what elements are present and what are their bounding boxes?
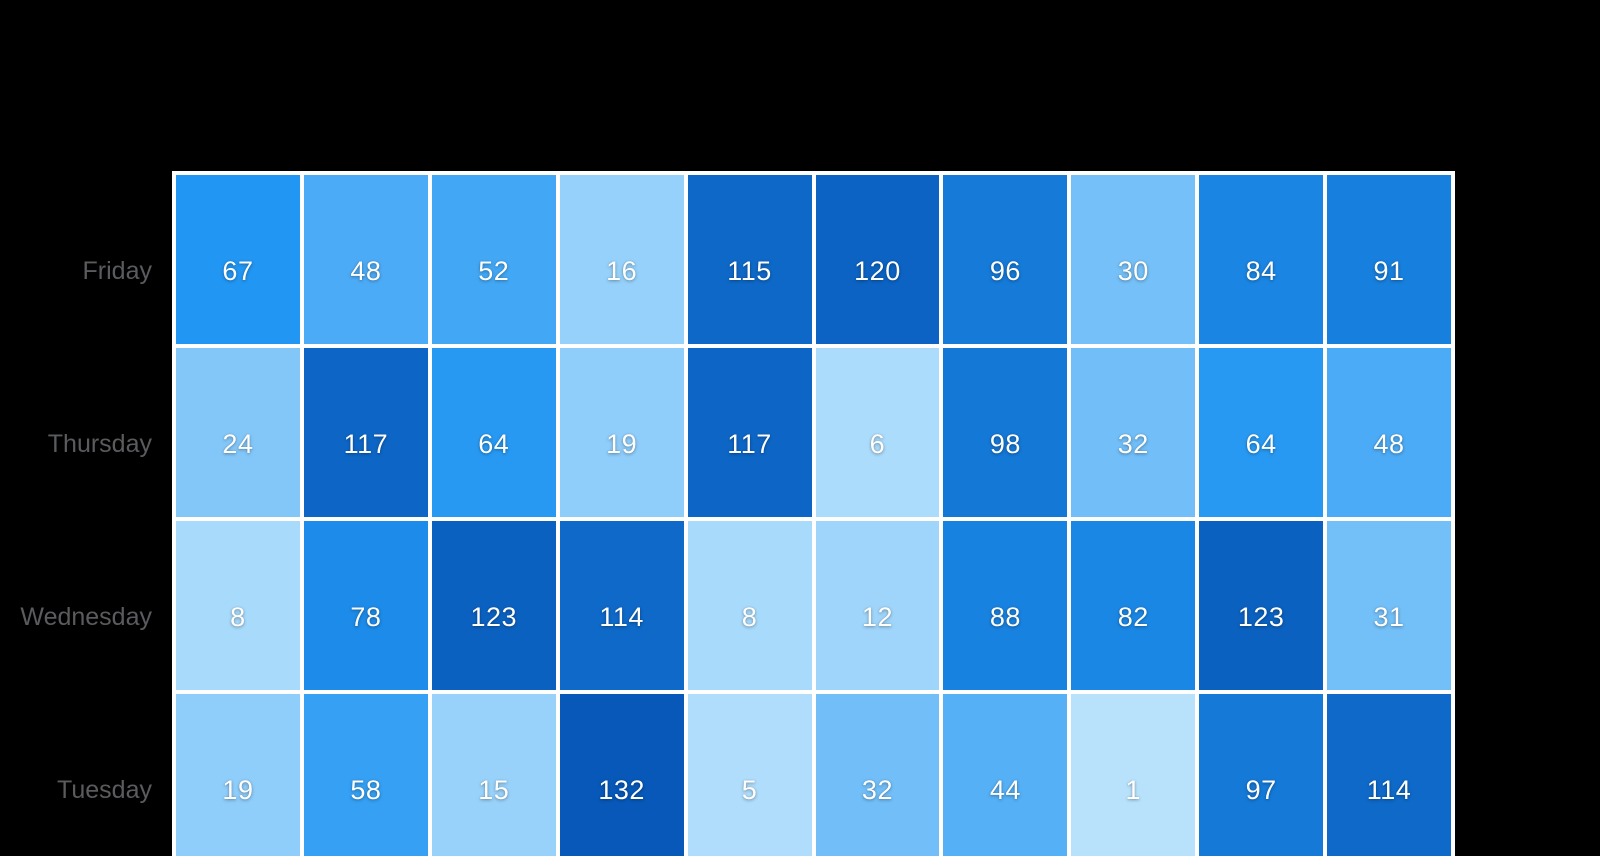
- heatmap-cell-value: 19: [222, 775, 254, 805]
- heatmap-cell-value: 8: [741, 602, 758, 632]
- heatmap-cell: 67: [176, 175, 300, 344]
- heatmap-cell: 64: [1199, 348, 1324, 517]
- heatmap-cell: 24: [176, 348, 300, 517]
- heatmap-cell: 58: [303, 694, 428, 856]
- heatmap-cell: 6: [815, 348, 940, 517]
- heatmap-cell-value: 117: [343, 429, 389, 459]
- heatmap-cell: 88: [943, 521, 1068, 690]
- heatmap-cell: 5: [687, 694, 812, 856]
- heatmap-cell-value: 48: [350, 256, 382, 286]
- heatmap-cell: 19: [559, 348, 684, 517]
- heatmap-cell-value: 132: [598, 775, 645, 805]
- heatmap-cell-value: 88: [989, 602, 1021, 632]
- heatmap-cell-value: 52: [478, 256, 510, 286]
- heatmap-cell-value: 16: [606, 256, 638, 286]
- heatmap-cell-value: 97: [1245, 775, 1277, 805]
- heatmap-cell-value: 98: [989, 429, 1021, 459]
- heatmap-cell: 48: [1327, 348, 1451, 517]
- heatmap-cell: 16: [559, 175, 684, 344]
- heatmap-cell: 1: [1071, 694, 1196, 856]
- heatmap-cell-value: 114: [1366, 775, 1412, 805]
- heatmap-cell: 114: [1327, 694, 1451, 856]
- heatmap-cell-value: 64: [478, 429, 510, 459]
- heatmap-cell-value: 30: [1117, 256, 1149, 286]
- heatmap-cell-value: 5: [741, 775, 758, 805]
- heatmap-cell-value: 91: [1373, 256, 1405, 286]
- heatmap-cell-value: 67: [222, 256, 254, 286]
- heatmap-cell-value: 31: [1373, 602, 1405, 632]
- heatmap-cell-value: 78: [350, 602, 382, 632]
- heatmap-cell-value: 123: [1237, 602, 1285, 632]
- heatmap-cell: 82: [1071, 521, 1196, 690]
- heatmap-cell: 44: [943, 694, 1068, 856]
- heatmap-cell-value: 1: [1125, 775, 1141, 805]
- heatmap-cell: 84: [1199, 175, 1324, 344]
- heatmap-cell-value: 123: [470, 602, 518, 632]
- heatmap-cell-value: 44: [989, 775, 1021, 805]
- row-label-text: Wednesday: [20, 603, 152, 631]
- heatmap-cell: 31: [1327, 521, 1451, 690]
- heatmap-cell: 98: [943, 348, 1068, 517]
- row-label-text: Tuesday: [57, 776, 152, 804]
- heatmap-cell-value: 19: [606, 429, 638, 459]
- heatmap-cell-value: 58: [350, 775, 382, 805]
- heatmap-cell: 30: [1071, 175, 1196, 344]
- heatmap-cell-value: 32: [1117, 429, 1149, 459]
- row-label-text: Thursday: [47, 430, 152, 458]
- heatmap-cell: 8: [687, 521, 812, 690]
- heatmap-cell: 52: [431, 175, 556, 344]
- heatmap-cell: 97: [1199, 694, 1324, 856]
- heatmap-cell-value: 8: [230, 602, 246, 632]
- heatmap-cell: 32: [815, 694, 940, 856]
- heatmap-cell: 120: [815, 175, 940, 344]
- row-label-friday: Friday: [0, 175, 152, 344]
- heatmap-cell: 8: [176, 521, 300, 690]
- heatmap-cell: 64: [431, 348, 556, 517]
- heatmap-cell-value: 12: [861, 602, 893, 632]
- heatmap-cell: 91: [1327, 175, 1451, 344]
- heatmap-cell: 12: [815, 521, 940, 690]
- heatmap-cell-value: 84: [1245, 256, 1277, 286]
- heatmap-cell: 114: [559, 521, 684, 690]
- heatmap-cell: 117: [687, 348, 812, 517]
- heatmap-grid: 67 48 52 16 115 120 96 30 84 91 24 117 64 19 117 6 98 32 6…: [172, 171, 1455, 856]
- heatmap-cell-value: 117: [727, 429, 772, 459]
- heatmap-cell-value: 115: [727, 256, 772, 286]
- row-label-text: Friday: [82, 257, 152, 285]
- heatmap-cell-value: 24: [222, 429, 254, 459]
- heatmap-cell: 32: [1071, 348, 1196, 517]
- heatmap-cell: 78: [303, 521, 428, 690]
- heatmap-cell: 15: [431, 694, 556, 856]
- heatmap-cell-value: 82: [1117, 602, 1149, 632]
- heatmap-cell: 117: [303, 348, 428, 517]
- heatmap-cell-value: 96: [989, 256, 1021, 286]
- row-label-tuesday: Tuesday: [0, 694, 152, 856]
- heatmap-cell: 132: [559, 694, 684, 856]
- heatmap-cell: 123: [431, 521, 556, 690]
- heatmap-cell: 115: [687, 175, 812, 344]
- heatmap-cell: 48: [303, 175, 428, 344]
- heatmap-cell-value: 114: [599, 602, 644, 632]
- heatmap-cell-value: 120: [854, 256, 901, 286]
- row-label-thursday: Thursday: [0, 348, 152, 517]
- heatmap-cell-value: 15: [478, 775, 510, 805]
- heatmap-cell: 123: [1199, 521, 1324, 690]
- heatmap-cell-value: 48: [1373, 429, 1405, 459]
- heatmap-cell: 19: [176, 694, 300, 856]
- heatmap-cell-value: 32: [861, 775, 893, 805]
- heatmap-cell-value: 64: [1245, 429, 1277, 459]
- heatmap-cell-value: 6: [869, 429, 886, 459]
- row-label-wednesday: Wednesday: [0, 521, 152, 690]
- heatmap-cell: 96: [943, 175, 1068, 344]
